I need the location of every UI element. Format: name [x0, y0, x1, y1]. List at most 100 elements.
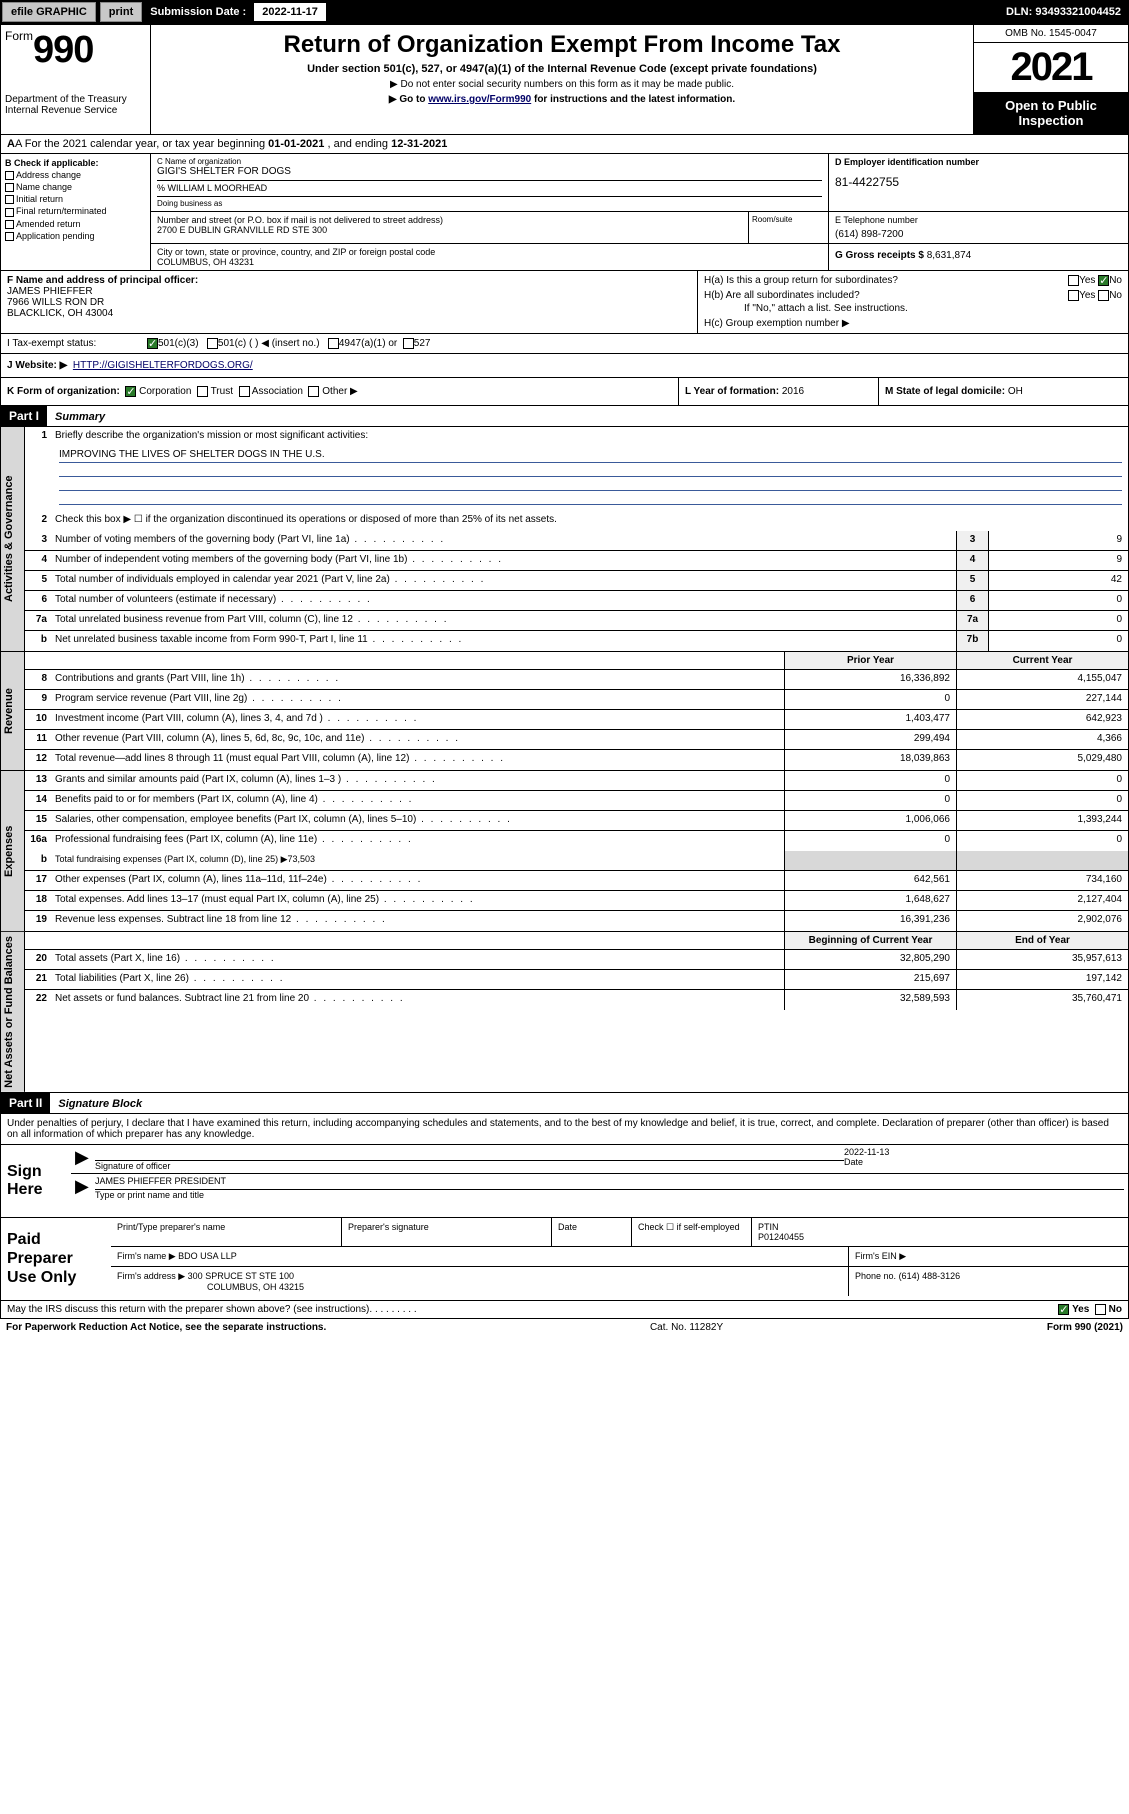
- form-header: Form990 Department of the Treasury Inter…: [0, 24, 1129, 135]
- part1-header-row: Part I Summary: [0, 406, 1129, 427]
- chk-assoc[interactable]: [239, 386, 250, 397]
- summary-line: 16aProfessional fundraising fees (Part I…: [25, 831, 1128, 851]
- form-note2: ▶ Go to www.irs.gov/Form990 for instruct…: [159, 94, 965, 105]
- form-word: Form: [5, 29, 33, 43]
- chk-discuss-yes[interactable]: [1058, 1304, 1069, 1315]
- summary-line: 8Contributions and grants (Part VIII, li…: [25, 670, 1128, 690]
- chk-ha-yes[interactable]: [1068, 275, 1079, 286]
- officer-name: JAMES PHIEFFER: [7, 286, 93, 297]
- care-of: % WILLIAM L MOORHEAD: [157, 180, 822, 193]
- cat-number: Cat. No. 11282Y: [650, 1322, 723, 1333]
- efile-button[interactable]: efile GRAPHIC: [2, 2, 96, 22]
- city-cell: City or town, state or province, country…: [151, 244, 828, 270]
- chk-discuss-no[interactable]: [1095, 1304, 1106, 1315]
- org-name-cell: C Name of organization GIGI'S SHELTER FO…: [151, 154, 828, 211]
- chk-other[interactable]: [308, 386, 319, 397]
- principal-officer: F Name and address of principal officer:…: [1, 271, 698, 333]
- paid-preparer-block: Paid Preparer Use Only Print/Type prepar…: [0, 1218, 1129, 1301]
- chk-address-change[interactable]: [5, 171, 14, 180]
- tab-revenue: Revenue: [1, 652, 25, 770]
- net-col-header: Beginning of Current Year End of Year: [25, 932, 1128, 950]
- form-subtitle: Under section 501(c), 527, or 4947(a)(1)…: [159, 63, 965, 75]
- tab-net-assets: Net Assets or Fund Balances: [1, 932, 25, 1092]
- net-assets-section: Net Assets or Fund Balances Beginning of…: [0, 932, 1129, 1093]
- org-name: GIGI'S SHELTER FOR DOGS: [157, 166, 822, 177]
- chk-527[interactable]: [403, 338, 414, 349]
- address-cell: Number and street (or P.O. box if mail i…: [151, 212, 748, 243]
- summary-line: 12Total revenue—add lines 8 through 11 (…: [25, 750, 1128, 770]
- year-formation: L Year of formation: 2016: [678, 378, 878, 405]
- year-box: OMB No. 1545-0047 2021 Open to Public In…: [973, 25, 1128, 134]
- chk-501c3[interactable]: [147, 338, 158, 349]
- paid-preparer-label: Paid Preparer Use Only: [1, 1218, 111, 1300]
- chk-corp[interactable]: [125, 386, 136, 397]
- phone-value: (614) 898-7200: [835, 229, 1122, 240]
- submission-label: Submission Date :: [146, 6, 250, 18]
- chk-hb-yes[interactable]: [1068, 290, 1079, 301]
- sign-here-block: Sign Here ▶ Signature of officer 2022-11…: [0, 1145, 1129, 1218]
- mission-text-area: IMPROVING THE LIVES OF SHELTER DOGS IN T…: [25, 447, 1128, 511]
- preparer-name-hdr: Print/Type preparer's name: [111, 1218, 341, 1246]
- dln: DLN: 93493321004452: [1006, 6, 1127, 18]
- summary-line: 21Total liabilities (Part X, line 26)215…: [25, 970, 1128, 990]
- chk-name-change[interactable]: [5, 183, 14, 192]
- group-return-block: H(a) Is this a group return for subordin…: [698, 271, 1128, 333]
- row-j-website: J Website: ▶ HTTP://GIGISHELTERFORDOGS.O…: [0, 354, 1129, 378]
- phone-cell: E Telephone number (614) 898-7200: [828, 212, 1128, 243]
- sign-date: 2022-11-13: [844, 1147, 1124, 1157]
- summary-line: 19Revenue less expenses. Subtract line 1…: [25, 911, 1128, 931]
- chk-4947[interactable]: [328, 338, 339, 349]
- current-year-hdr: Current Year: [956, 652, 1128, 669]
- form-title: Return of Organization Exempt From Incom…: [159, 31, 965, 59]
- officer-name-title: JAMES PHIEFFER PRESIDENT: [95, 1176, 1124, 1190]
- print-button[interactable]: print: [100, 2, 142, 22]
- preparer-date-hdr: Date: [551, 1218, 631, 1246]
- chk-hb-no[interactable]: [1098, 290, 1109, 301]
- form-footer: Form 990 (2021): [1047, 1322, 1123, 1333]
- col-c-entity: C Name of organization GIGI'S SHELTER FO…: [151, 154, 1128, 270]
- irs-label: Internal Revenue Service: [5, 105, 146, 116]
- chk-final-return[interactable]: [5, 208, 14, 217]
- row-klm: K Form of organization: Corporation Trus…: [0, 378, 1129, 406]
- summary-line: 4Number of independent voting members of…: [25, 551, 1128, 571]
- preparer-sig-hdr: Preparer's signature: [341, 1218, 551, 1246]
- summary-line: 6Total number of volunteers (estimate if…: [25, 591, 1128, 611]
- summary-line: bNet unrelated business taxable income f…: [25, 631, 1128, 651]
- gross-receipts-cell: G Gross receipts $ 8,631,874: [828, 244, 1128, 270]
- tab-governance: Activities & Governance: [1, 427, 25, 651]
- chk-amended[interactable]: [5, 220, 14, 229]
- chk-app-pending[interactable]: [5, 232, 14, 241]
- expenses-section: Expenses 13Grants and similar amounts pa…: [0, 771, 1129, 932]
- form-title-box: Return of Organization Exempt From Incom…: [151, 25, 973, 134]
- prior-year-hdr: Prior Year: [784, 652, 956, 669]
- irs-link[interactable]: www.irs.gov/Form990: [428, 94, 531, 105]
- signature-intro: Under penalties of perjury, I declare th…: [0, 1114, 1129, 1145]
- entity-block: B Check if applicable: Address change Na…: [0, 154, 1129, 271]
- chk-trust[interactable]: [197, 386, 208, 397]
- governance-section: Activities & Governance 1 Briefly descri…: [0, 427, 1129, 652]
- summary-line: 7aTotal unrelated business revenue from …: [25, 611, 1128, 631]
- discuss-row: May the IRS discuss this return with the…: [0, 1301, 1129, 1319]
- summary-line: 11Other revenue (Part VIII, column (A), …: [25, 730, 1128, 750]
- self-employed-chk[interactable]: Check ☐ if self-employed: [631, 1218, 751, 1246]
- submission-date: 2022-11-17: [254, 3, 326, 21]
- ein-cell: D Employer identification number 81-4422…: [828, 154, 1128, 211]
- form-note1: ▶ Do not enter social security numbers o…: [159, 79, 965, 90]
- revenue-col-header: Prior Year Current Year: [25, 652, 1128, 670]
- chk-initial-return[interactable]: [5, 195, 14, 204]
- pra-notice: For Paperwork Reduction Act Notice, see …: [6, 1322, 326, 1333]
- state-domicile: M State of legal domicile: OH: [878, 378, 1128, 405]
- signature-line: [95, 1147, 844, 1161]
- firm-addr-cell: Firm's address ▶ 300 SPRUCE ST STE 100CO…: [111, 1267, 848, 1296]
- dba-label: Doing business as: [157, 196, 822, 208]
- col-b-header: B Check if applicable:: [5, 158, 146, 168]
- firm-name-cell: Firm's name ▶ BDO USA LLP: [111, 1247, 848, 1266]
- firm-ein-cell: Firm's EIN ▶: [848, 1247, 1128, 1266]
- dept-treasury: Department of the Treasury: [5, 94, 146, 105]
- chk-ha-no[interactable]: [1098, 275, 1109, 286]
- officer-group-block: F Name and address of principal officer:…: [0, 271, 1129, 334]
- firm-phone-cell: Phone no. (614) 488-3126: [848, 1267, 1128, 1296]
- city-value: COLUMBUS, OH 43231: [157, 257, 822, 267]
- website-link[interactable]: HTTP://GIGISHELTERFORDOGS.ORG/: [73, 360, 253, 371]
- chk-501c[interactable]: [207, 338, 218, 349]
